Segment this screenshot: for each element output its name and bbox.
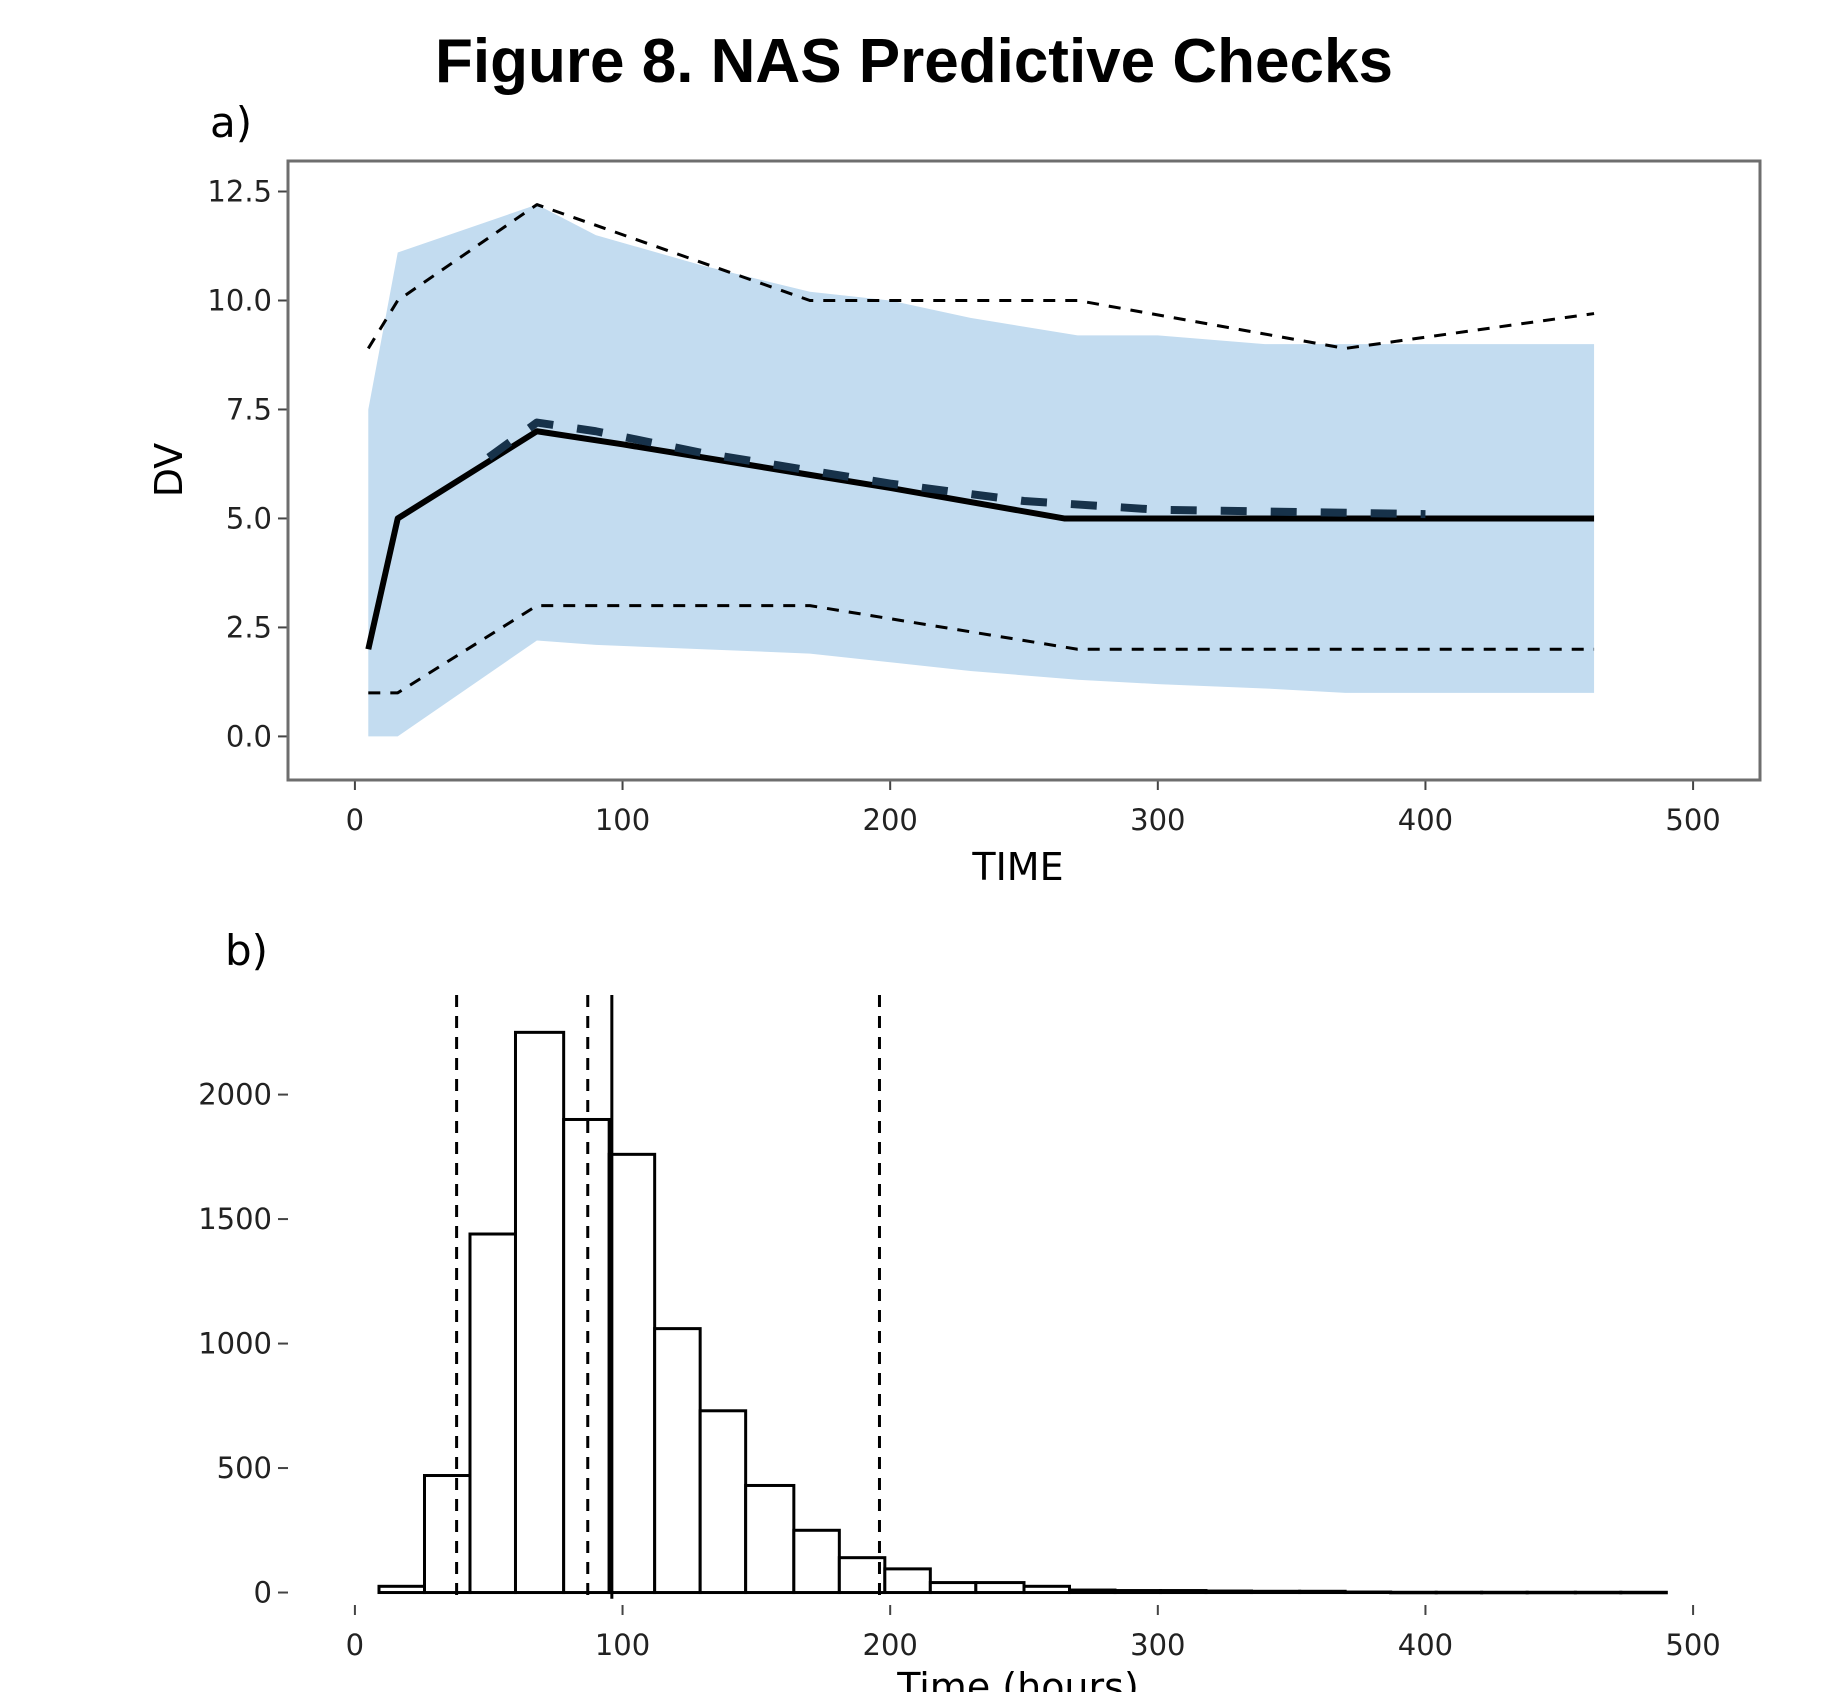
histogram-bar xyxy=(1389,1590,1438,1595)
histogram-bar xyxy=(1249,1589,1302,1595)
histogram-bar xyxy=(1619,1590,1668,1595)
x-tick-label: 100 xyxy=(595,1628,650,1662)
histogram-bar xyxy=(1204,1589,1253,1595)
histogram-bar xyxy=(883,1567,932,1595)
histogram-bar xyxy=(1434,1590,1484,1595)
histogram-bar xyxy=(468,1232,517,1595)
y-tick-label: 500 xyxy=(217,1451,272,1485)
histogram-bar xyxy=(513,1030,566,1595)
y-tick-label: 2000 xyxy=(198,1078,272,1112)
y-tick-label: 1000 xyxy=(198,1327,272,1361)
panel-a-xlabel: TIME xyxy=(971,845,1063,889)
panel-a-chart: 0 100 200 300 400 500 0.0 2.5 5.0 7.5 10.0 12.5 xyxy=(207,175,1720,837)
histogram-bar xyxy=(744,1483,796,1595)
y-tick-label: 5.0 xyxy=(226,501,272,535)
histogram-bar xyxy=(607,1152,657,1595)
y-tick-label: 1500 xyxy=(198,1202,272,1236)
histogram-bar xyxy=(1343,1590,1393,1595)
histogram-bar xyxy=(792,1528,841,1595)
x-tick-label: 500 xyxy=(1665,803,1720,837)
histogram-bar xyxy=(1158,1589,1208,1595)
panel-b-label: b) xyxy=(225,926,268,975)
panel-b-xlabel: Time (hours) xyxy=(896,1665,1139,1692)
panel-a-frame xyxy=(286,159,1762,782)
x-tick-label: 100 xyxy=(595,803,650,837)
x-tick-label: 400 xyxy=(1398,1628,1453,1662)
y-tick-label: 12.5 xyxy=(207,175,272,209)
histogram-bar xyxy=(1067,1588,1117,1595)
y-tick-label: 7.5 xyxy=(226,392,272,426)
x-tick-label: 200 xyxy=(863,803,918,837)
y-tick-label: 2.5 xyxy=(226,610,272,644)
histogram-bar xyxy=(422,1474,472,1595)
histogram-bar xyxy=(653,1327,702,1595)
histogram-bar xyxy=(698,1409,748,1595)
series-line-4 xyxy=(368,604,1595,695)
x-tick-label: 400 xyxy=(1398,803,1453,837)
prediction-band xyxy=(368,204,1595,737)
histogram-bar xyxy=(1113,1589,1162,1595)
panel-a-label: a) xyxy=(210,98,252,147)
x-tick-label: 0 xyxy=(346,1628,364,1662)
x-tick-label: 300 xyxy=(1130,1628,1185,1662)
series-line-2 xyxy=(486,418,1426,519)
histogram-bar xyxy=(928,1581,978,1595)
histogram-bar xyxy=(1525,1590,1577,1595)
series-line-1 xyxy=(365,428,1595,650)
x-tick-label: 200 xyxy=(863,1628,918,1662)
histogram-bar xyxy=(1022,1584,1071,1595)
x-tick-label: 500 xyxy=(1665,1628,1720,1662)
x-tick-label: 300 xyxy=(1130,803,1185,837)
panel-b-chart: 0 100 200 300 400 500 0 500 1000 1500 2000 xyxy=(198,995,1721,1662)
histogram-bar xyxy=(1480,1590,1529,1595)
histogram-bar xyxy=(974,1581,1026,1595)
histogram-bar xyxy=(1573,1590,1623,1595)
panel-a-ylabel: DV xyxy=(147,443,191,498)
histogram-bar xyxy=(377,1584,426,1595)
y-tick-label: 0 xyxy=(254,1576,272,1610)
x-tick-label: 0 xyxy=(346,803,364,837)
histogram-bar xyxy=(1298,1589,1347,1595)
figure-title: Figure 8. NAS Predictive Checks xyxy=(435,27,1393,96)
y-tick-label: 0.0 xyxy=(226,719,272,753)
series-line-3 xyxy=(367,203,1595,350)
y-tick-label: 10.0 xyxy=(207,283,272,317)
